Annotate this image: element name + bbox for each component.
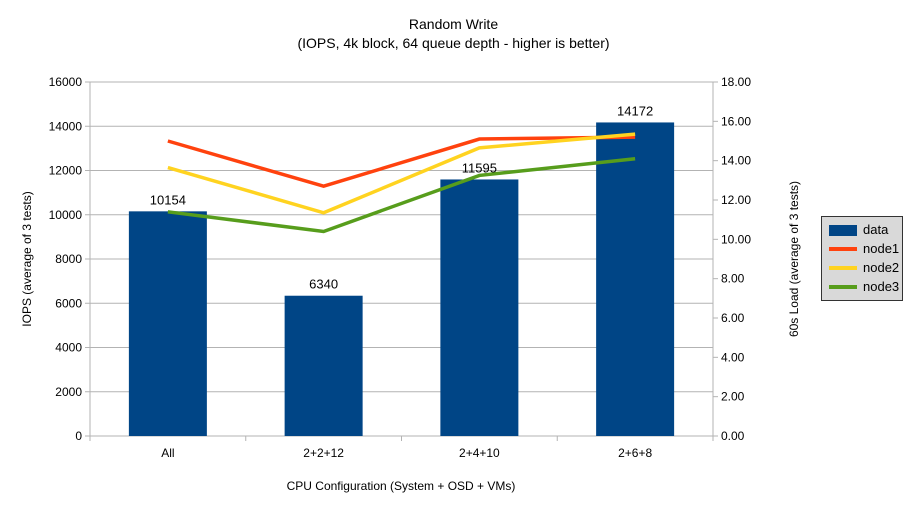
y-right-tick-label: 0.00 [721, 429, 745, 443]
legend-label: data [863, 222, 889, 237]
y-right-tick-label: 16.00 [721, 114, 751, 128]
y-right-tick-label: 2.00 [721, 390, 745, 404]
y-right-tick-label: 18.00 [721, 75, 751, 89]
legend-swatch-data [829, 224, 857, 236]
line-node2 [167, 132, 636, 215]
bar-data-2+2+12 [284, 295, 363, 436]
y-left-tick-label: 0 [75, 429, 82, 443]
y-left-tick-label: 10000 [49, 208, 83, 222]
y-left-tick-label: 4000 [55, 341, 82, 355]
y-left-tick-label: 6000 [55, 296, 82, 310]
y-right-tick-label: 10.00 [721, 232, 751, 246]
legend-swatch-node3 [829, 285, 857, 289]
bar-value-label: 10154 [150, 192, 186, 207]
legend: data node1 node2 node3 [821, 216, 903, 301]
y-left-tick-label: 2000 [55, 385, 82, 399]
x-category-label: 2+4+10 [459, 446, 500, 460]
chart-title: Random Write (IOPS, 4k block, 64 queue d… [0, 15, 907, 53]
legend-label: node3 [863, 279, 900, 294]
y-right-tick-label: 6.00 [721, 311, 745, 325]
y-axis-left-title: IOPS (average of 3 tests) [20, 191, 34, 327]
y-right-tick-label: 12.00 [721, 193, 751, 207]
bar-data-2+4+10 [440, 179, 519, 436]
legend-item-data: data [829, 223, 896, 237]
legend-label: node1 [863, 241, 900, 256]
y-axis-right-title: 60s Load (average of 3 tests) [787, 180, 801, 338]
y-right-tick-label: 4.00 [721, 350, 745, 364]
y-right-tick-label: 8.00 [721, 272, 745, 286]
bar-data-All [128, 211, 207, 436]
legend-item-node1: node1 [829, 241, 900, 256]
y-right-tick-label: 14.00 [721, 154, 751, 168]
chart-title-line1: Random Write [408, 16, 499, 32]
y-left-tick-label: 14000 [49, 119, 83, 133]
x-axis-title: CPU Configuration (System + OSD + VMs) [286, 479, 516, 493]
chart-title-line2: (IOPS, 4k block, 64 queue depth - higher… [297, 35, 610, 51]
line-node1 [167, 135, 636, 189]
line-node3 [167, 156, 636, 234]
bar-value-label: 6340 [309, 277, 338, 292]
bar-data-2+6+8 [596, 122, 675, 436]
y-left-tick-label: 12000 [49, 164, 83, 178]
x-category-label: All [161, 446, 174, 460]
bar-value-label: 11595 [462, 160, 497, 175]
legend-swatch-node2 [829, 266, 857, 270]
legend-item-node2: node2 [829, 260, 900, 275]
legend-item-node3: node3 [829, 279, 900, 294]
x-category-label: 2+2+12 [303, 446, 344, 460]
legend-swatch-node1 [829, 247, 857, 251]
y-left-tick-label: 16000 [49, 75, 83, 89]
legend-label: node2 [863, 260, 900, 275]
y-left-tick-label: 8000 [55, 252, 82, 266]
x-category-label: 2+6+8 [618, 446, 652, 460]
bar-value-label: 14172 [617, 103, 653, 118]
